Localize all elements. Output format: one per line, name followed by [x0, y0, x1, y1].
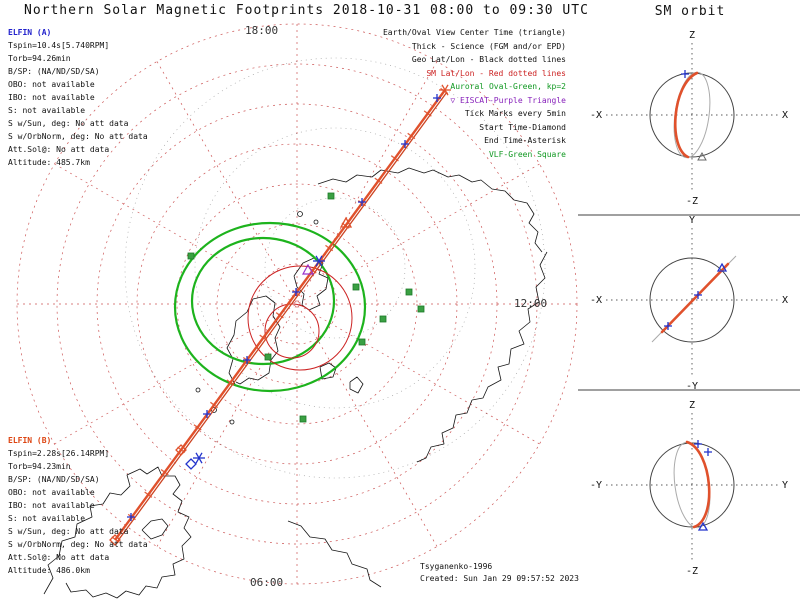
mlt-label-1800: 18:00 [245, 24, 278, 37]
polar-map-plot: 18:00 12:00 06:00 [16, 23, 578, 599]
elfin-a-line: B/SP: (NA/ND/SD/SA) [8, 67, 100, 76]
elfin-b-line: B/SP: (NA/ND/SD/SA) [8, 475, 100, 484]
axis-label-left: -X [590, 295, 602, 306]
triangle-marker [697, 151, 707, 161]
blue-cross-marker [664, 322, 672, 330]
coastlines [43, 167, 548, 599]
blue-cross-marker [292, 288, 300, 296]
axis-label-bottom: -Z [686, 196, 698, 207]
blue-cross-marker [433, 94, 441, 102]
eiscat-triangle-marker [301, 263, 315, 275]
legend-line: Geo Lat/Lon - Black dotted lines [411, 55, 566, 64]
legend-line: Start Time-Diamond [479, 122, 566, 132]
blue-cross-marker [358, 198, 366, 206]
mlt-label-1200: 12:00 [514, 297, 547, 310]
mlt-label-0600: 06:00 [250, 576, 283, 589]
sm-orbit-panel: SM orbit Z -Z -X X Y [578, 4, 800, 577]
geo-grid [124, 57, 546, 479]
blue-cross-marker [203, 410, 211, 418]
elfin-b-line: Tspin=2.28s[26.14RPM] [8, 449, 110, 458]
elfin-a-info-panel: ELFIN (A) Tspin=10.4s[5.740RPM] Torb=94.… [8, 26, 148, 169]
center-time-triangle-marker [339, 216, 353, 228]
elfin-b-line: Att.Sol@: No att data [8, 553, 110, 562]
vlf-station-squares [187, 192, 425, 423]
elfin-a-line: Tspin=10.4s[5.740RPM] [8, 41, 110, 50]
legend-line: End Time-Asterisk [484, 136, 566, 145]
orbit-plot-xy: Y -Y -X X [590, 215, 788, 392]
satellite-footprint-tracks [111, 87, 449, 543]
elfin-b-line: S: not available [8, 514, 86, 523]
axis-label-bottom: -Z [686, 566, 698, 577]
axis-label-left: -Y [590, 480, 602, 491]
triangle-marker [697, 521, 709, 531]
legend-line: Thick - Science (FGM and/or EPD) [411, 41, 566, 51]
map-legend: Earth/Oval View Center Time (triangle) T… [383, 26, 566, 161]
elfin-b-diamond-marker [175, 444, 187, 456]
triangle-marker [716, 262, 728, 272]
elfin-b-line: IBO: not available [8, 501, 95, 510]
elfin-a-line: OBO: not available [8, 80, 95, 89]
legend-line: Tick Marks every 5min [464, 109, 566, 118]
sm-grid [16, 23, 578, 585]
five-min-tick-marks [111, 87, 449, 543]
elfin-b-line: Altitude: 486.0km [8, 566, 90, 575]
legend-line: Earth/Oval View Center Time (triangle) [382, 28, 566, 37]
elfin-a-line: S: not available [8, 106, 86, 115]
blue-cross-marker [704, 448, 712, 456]
orbit-plot-xz: Z -Z -X X [590, 30, 788, 207]
blue-cross-marker [243, 356, 251, 364]
axis-label-left: -X [590, 110, 602, 121]
axis-label-right: X [782, 295, 788, 306]
blue-asterisk-marker [313, 255, 325, 267]
start-diamond-marker [109, 534, 121, 546]
created-timestamp: Created: Sun Jan 29 09:57:52 2023 [420, 574, 579, 583]
elfin-b-line: Torb=94.23min [8, 462, 71, 471]
elfin-b-info-panel: ELFIN (B) Tspin=2.28s[26.14RPM] Torb=94.… [8, 434, 148, 577]
elfin-a-diamond-marker [185, 458, 197, 470]
page-title: Northern Solar Magnetic Footprints 2018-… [24, 3, 589, 18]
blue-cross-marker [681, 70, 689, 78]
blue-cross-marker [694, 440, 702, 448]
orbit-plot-yz: Z -Z -Y Y [590, 400, 788, 577]
axis-label-right: Y [782, 480, 788, 491]
footer-annotations: Tsyganenko-1996 Created: Sun Jan 29 09:5… [420, 561, 579, 585]
elfin-a-line: Altitude: 485.7km [8, 158, 90, 167]
elfin-b-line: S w/OrbNorm, deg: No att data [8, 540, 148, 549]
legend-line-vlf: VLF-Green Square [488, 149, 566, 159]
axis-label-top: Z [689, 400, 695, 411]
elfin-b-line: S w/Sun, deg: No att data [8, 527, 129, 536]
end-asterisk-marker [439, 84, 451, 96]
track-markers [109, 84, 451, 546]
elfin-a-line: S w/Sun, deg: No att data [8, 119, 129, 128]
auroral-oval [173, 221, 367, 393]
field-model-label: Tsyganenko-1996 [420, 562, 493, 571]
blue-cross-marker [127, 513, 135, 521]
axis-label-top: Z [689, 30, 695, 41]
legend-line-sm-latlon: SM Lat/Lon - Red dotted lines [426, 68, 566, 78]
elfin-b-line: OBO: not available [8, 488, 95, 497]
elfin-b-label: ELFIN (B) [8, 436, 52, 445]
legend-line-auroral-oval: Auroral Oval-Green, kp=2 [450, 82, 566, 91]
axis-label-bottom: -Y [686, 381, 698, 392]
elfin-a-line: S w/OrbNorm, deg: No att data [8, 132, 148, 141]
blue-cross-marker [694, 291, 702, 299]
blue-cross-marker [401, 140, 409, 148]
legend-line-eiscat: ▽ EISCAT-Purple Triangle [450, 95, 566, 105]
blue-asterisk-marker [193, 452, 205, 464]
elfin-a-line: Att.Sol@: No att data [8, 145, 110, 154]
axis-label-top: Y [689, 215, 695, 226]
axis-label-right: X [782, 110, 788, 121]
sm-orbit-title: SM orbit [655, 4, 726, 19]
elfin-a-line: IBO: not available [8, 93, 95, 102]
elfin-a-label: ELFIN (A) [8, 28, 52, 37]
elfin-a-line: Torb=94.26min [8, 54, 71, 63]
